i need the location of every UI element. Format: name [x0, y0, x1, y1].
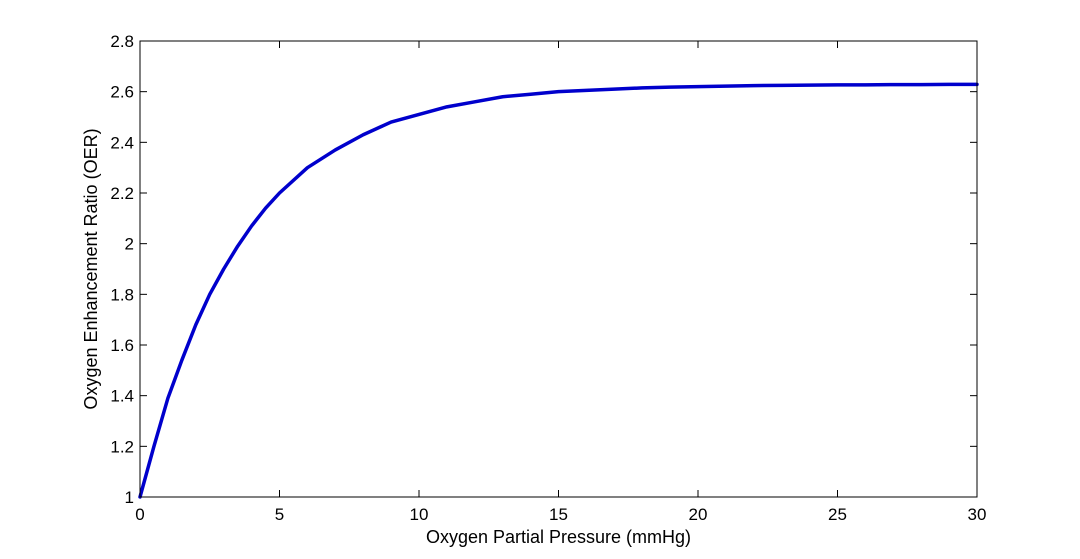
- y-axis-label: Oxygen Enhancement Ratio (OER): [81, 128, 101, 409]
- x-tick-label: 30: [968, 505, 987, 524]
- x-tick-label: 0: [135, 505, 144, 524]
- x-tick-label: 5: [275, 505, 284, 524]
- x-axis-label: Oxygen Partial Pressure (mmHg): [426, 527, 691, 547]
- plot-area-frame: [139, 40, 978, 498]
- x-tick-label: 15: [549, 505, 568, 524]
- y-tick-label: 2: [125, 235, 134, 254]
- y-tick-label: 2.8: [110, 32, 134, 51]
- y-tick-label: 2.2: [110, 184, 134, 203]
- x-tick-label: 20: [689, 505, 708, 524]
- x-tick-label: 10: [410, 505, 429, 524]
- ticks-layer: 0 5 10 15 20 25 30 1 1.2 1.4 1.6 1.8 2 2.2 2.4 2.6 2.8: [110, 32, 986, 524]
- y-tick-label: 1.8: [110, 285, 134, 304]
- series-layer: [138, 82, 979, 499]
- y-tick-label: 1.2: [110, 437, 134, 456]
- oer-curve-line: [138, 82, 979, 499]
- y-tick-label: 1.4: [110, 387, 134, 406]
- x-tick-label: 25: [828, 505, 847, 524]
- y-tick-label: 2.6: [110, 83, 134, 102]
- y-tick-label: 1: [125, 488, 134, 507]
- y-tick-label: 1.6: [110, 336, 134, 355]
- y-tick-label: 2.4: [110, 133, 134, 152]
